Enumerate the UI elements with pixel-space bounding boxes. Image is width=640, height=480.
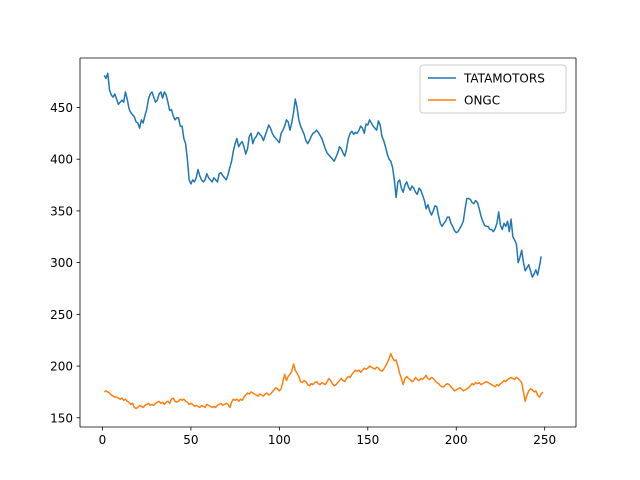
y-tick-label: 450 [50,101,73,115]
y-tick-label: 150 [50,411,73,425]
legend-label-ongc: ONGC [464,94,500,108]
legend-label-tatamotors: TATAMOTORS [463,72,545,86]
x-tick-label: 0 [99,433,107,447]
y-tick-label: 350 [50,204,73,218]
x-tick-label: 100 [268,433,291,447]
legend-box [419,64,567,114]
series-line-ongc [103,352,544,410]
y-tick-label: 250 [50,308,73,322]
y-axis: 150 200 250 300 350 400 450 [50,58,577,427]
x-tick-label: 250 [533,433,556,447]
y-tick-label: 300 [50,256,73,270]
x-axis: 0 50 100 150 200 250 [80,57,576,447]
y-tick-label: 400 [50,153,73,167]
x-tick-label: 150 [356,433,379,447]
x-tick-label: 50 [183,433,198,447]
legend: TATAMOTORS ONGC [419,64,567,114]
y-tick-label: 200 [50,360,73,374]
plot-area [103,72,544,410]
x-tick-label: 200 [445,433,468,447]
series-line-tatamotors [103,72,542,278]
